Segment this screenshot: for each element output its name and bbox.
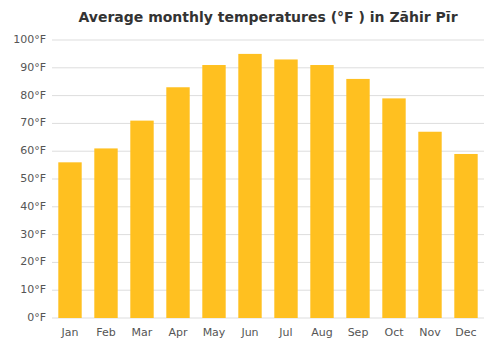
y-axis: 0°F 10°F 20°F 30°F 40°F 50°F 60°F 70°F 80°F 90°F 1… bbox=[13, 33, 484, 324]
x-tick-label: Jul bbox=[278, 326, 292, 339]
chart-svg: Average monthly temperatures (°F ) in Zā… bbox=[0, 0, 500, 350]
bar bbox=[130, 121, 153, 318]
bar bbox=[202, 65, 225, 318]
y-tick-label: 10°F bbox=[20, 283, 46, 296]
page: {"chart_data": {"type": "bar", "title": … bbox=[0, 0, 500, 350]
x-tick-label: Nov bbox=[419, 326, 441, 339]
grid-line bbox=[52, 67, 484, 68]
y-tick-label: 20°F bbox=[20, 255, 46, 268]
x-tick-label: Dec bbox=[455, 326, 476, 339]
bar bbox=[346, 79, 369, 318]
y-tick-label: 60°F bbox=[20, 144, 46, 157]
y-tick-label: 100°F bbox=[13, 33, 46, 46]
bar bbox=[94, 148, 117, 318]
y-tick-label: 50°F bbox=[20, 172, 46, 185]
bar bbox=[166, 87, 189, 318]
y-tick-label: 30°F bbox=[20, 228, 46, 241]
y-tick-label: 0°F bbox=[27, 311, 46, 324]
x-tick-label: Oct bbox=[384, 326, 404, 339]
chart-container: Average monthly temperatures (°F ) in Zā… bbox=[0, 0, 500, 350]
grid-line bbox=[52, 123, 484, 124]
grid-line bbox=[52, 40, 484, 41]
bar bbox=[418, 132, 441, 318]
x-tick-label: Mar bbox=[132, 326, 153, 339]
x-tick-label: Sep bbox=[348, 326, 369, 339]
bar bbox=[274, 59, 297, 318]
grid-line bbox=[52, 95, 484, 96]
chart-title: Average monthly temperatures (°F ) in Zā… bbox=[78, 9, 457, 25]
x-tick-label: Jun bbox=[240, 326, 258, 339]
x-tick-label: Feb bbox=[96, 326, 115, 339]
x-tick-label: Apr bbox=[168, 326, 188, 339]
y-tick-label: 80°F bbox=[20, 89, 46, 102]
bar bbox=[454, 154, 477, 318]
y-tick-label: 40°F bbox=[20, 200, 46, 213]
bar bbox=[310, 65, 333, 318]
bars bbox=[58, 54, 477, 318]
x-tick-label: Aug bbox=[311, 326, 332, 339]
y-tick-label: 90°F bbox=[20, 61, 46, 74]
x-axis: Jan Feb Mar Apr May Jun Jul Aug Sep Oct Nov Dec bbox=[61, 326, 477, 339]
bar bbox=[382, 98, 405, 318]
y-tick-label: 70°F bbox=[20, 116, 46, 129]
x-tick-label: Jan bbox=[61, 326, 79, 339]
x-tick-label: May bbox=[203, 326, 226, 339]
bar bbox=[238, 54, 261, 318]
bar bbox=[58, 162, 81, 318]
